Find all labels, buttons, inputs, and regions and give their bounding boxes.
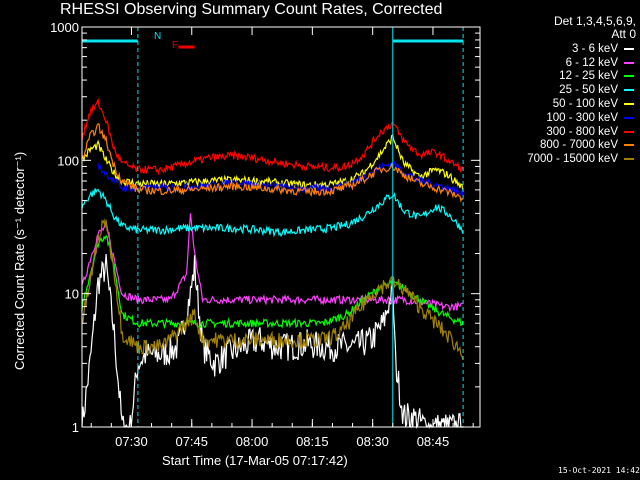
y-axis-label: Corrected Count Rate (s⁻¹ detector⁻¹)	[12, 151, 27, 370]
render-timestamp: 15-Oct-2021 14:42	[558, 466, 640, 475]
legend-swatch	[624, 130, 634, 133]
legend-label: 800 - 7000 keV	[539, 139, 618, 152]
legend-swatch	[624, 89, 634, 92]
legend-label: 25 - 50 keV	[559, 84, 618, 97]
y-tick-label-1: 1	[72, 420, 79, 435]
x-tick-label-6: 08:45	[417, 434, 450, 449]
legend-entry-6: 100 - 300 keV	[527, 111, 634, 125]
legend-swatch	[624, 61, 634, 64]
attenuator-state: Att 0	[611, 27, 636, 41]
detector-list: Det 1,3,4,5,6,9,	[553, 14, 636, 28]
legend-swatch	[624, 158, 634, 161]
legend-swatch	[624, 116, 634, 119]
series-line-2	[81, 213, 463, 313]
legend-entry-9: 7000 - 15000 keV	[527, 152, 634, 166]
y-tick-label-2: 10	[65, 287, 79, 302]
legend-label: 50 - 100 keV	[552, 98, 618, 111]
legend-entry-4: 25 - 50 keV	[527, 83, 634, 97]
legend-entry-5: 50 - 100 keV	[527, 97, 634, 111]
y-tick-label-4: 1000	[50, 20, 79, 35]
x-tick-label-2: 07:45	[175, 434, 208, 449]
legend-entry-1: 3 - 6 keV	[527, 42, 634, 56]
legend-label: 300 - 800 keV	[546, 125, 618, 138]
legend-label: 12 - 25 keV	[559, 70, 618, 83]
legend-swatch	[624, 75, 634, 78]
legend-swatch	[624, 47, 634, 50]
legend-swatch	[624, 103, 634, 106]
chart-title: RHESSI Observing Summary Count Rates, Co…	[60, 1, 443, 18]
legend-entry-3: 12 - 25 keV	[527, 70, 634, 84]
legend-entry-2: 6 - 12 keV	[527, 56, 634, 70]
x-tick-label-1: 07:30	[115, 434, 148, 449]
night-boundaries	[137, 27, 464, 427]
flare-flag-label: F	[172, 40, 179, 51]
legend-label: 6 - 12 keV	[565, 56, 618, 69]
y-tick-label-3: 100	[57, 153, 79, 168]
series-line-9	[81, 218, 464, 361]
x-tick-label-5: 08:30	[356, 434, 389, 449]
axis-ticks: 07:30 07:45 08:00 08:15 08:30 08:45 1 10 100 1000	[50, 20, 480, 449]
legend-swatch	[624, 144, 634, 147]
series-line-5	[81, 133, 464, 192]
series-line-4	[81, 188, 464, 238]
series-line-8	[81, 123, 464, 203]
series-layer	[81, 97, 464, 429]
legend: 3 - 6 keV 6 - 12 keV 12 - 25 keV 25 - 50 ke…	[527, 42, 634, 166]
legend-label: 7000 - 15000 keV	[527, 153, 618, 166]
legend-entry-7: 300 - 800 keV	[527, 125, 634, 139]
legend-entry-8: 800 - 7000 keV	[527, 139, 634, 153]
legend-label: 3 - 6 keV	[571, 42, 618, 55]
flag-bars	[82, 39, 464, 49]
x-tick-label-3: 08:00	[236, 434, 269, 449]
plot-frame	[81, 26, 481, 428]
night-flag-label: N	[154, 31, 162, 42]
series-line-7	[81, 97, 464, 176]
x-axis-label: Start Time (17-Mar-05 07:17:42)	[162, 453, 348, 468]
series-line-3	[81, 234, 464, 330]
legend-label: 100 - 300 keV	[546, 111, 618, 124]
series-line-1	[81, 253, 463, 429]
x-tick-label-4: 08:15	[296, 434, 329, 449]
